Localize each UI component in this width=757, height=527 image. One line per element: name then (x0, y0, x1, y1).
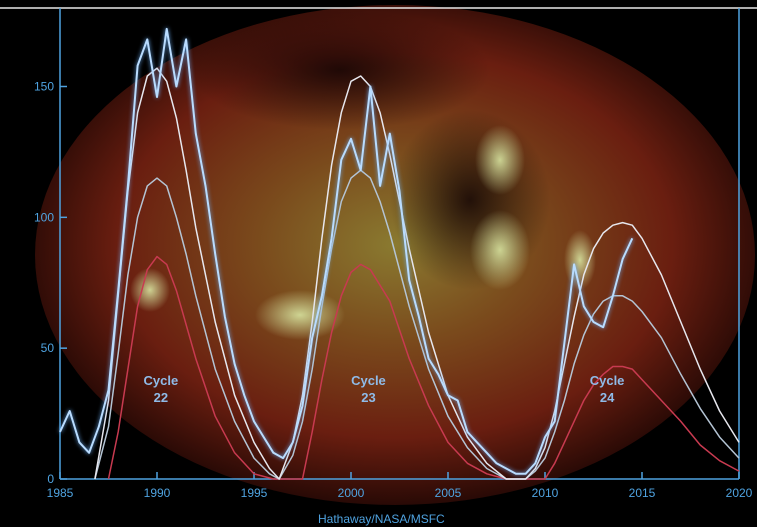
credit-text: Hathaway/NASA/MSFC (318, 512, 445, 526)
sun-dark-region (190, 10, 490, 130)
x-tick-label: 1995 (241, 486, 268, 500)
y-tick-label: 0 (47, 472, 54, 486)
x-tick-label: 1985 (47, 486, 74, 500)
cycle-label: Cycle (590, 373, 625, 388)
series-layer (59, 27, 740, 480)
series-line (107, 255, 740, 480)
x-tick-label: 2010 (532, 486, 559, 500)
cycle-labels-layer: Cycle 22 Cycle 23 Cycle 24 (144, 373, 625, 405)
x-tick-label: 1990 (144, 486, 171, 500)
cycle-number: 22 (154, 390, 168, 405)
x-tick-label: 2015 (629, 486, 656, 500)
series-line (94, 67, 740, 480)
ticks-layer: 1985 1990 1995 2000 2005 2010 2015 2020 0 50 100 15… (34, 80, 753, 501)
series-line (59, 27, 634, 475)
cycle-number: 23 (361, 390, 375, 405)
sun-bright-region (564, 230, 596, 290)
sun-bright-region (130, 268, 170, 312)
cycle-label: Cycle (351, 373, 386, 388)
series-line (94, 169, 740, 480)
x-tick-label: 2020 (726, 486, 753, 500)
x-tick-label: 2000 (338, 486, 365, 500)
sun-bright-region (470, 210, 530, 290)
cycle-number: 24 (600, 390, 615, 405)
x-tick-label: 2005 (435, 486, 462, 500)
cycle-label: Cycle (144, 373, 179, 388)
y-tick-label: 100 (34, 210, 54, 224)
y-tick-label: 150 (34, 80, 54, 94)
sun-bright-region (475, 125, 525, 195)
y-tick-label: 50 (41, 341, 55, 355)
